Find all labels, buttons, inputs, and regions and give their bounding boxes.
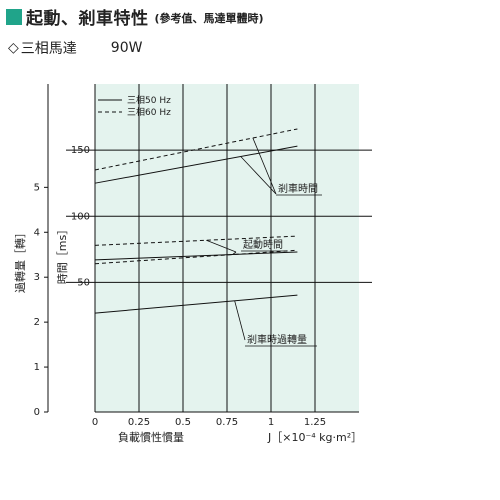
x-tick-label: 1 (268, 417, 274, 428)
annotation-leader (206, 239, 237, 253)
x-axis-unit: J［×10⁻⁴ kg·m²］ (267, 431, 362, 444)
legend-label: 三相60 Hz (127, 106, 171, 118)
annotation-leader (234, 300, 246, 341)
series-line-brake-overrun-60hz (94, 249, 298, 265)
page-title: 起動、剎車特性 (26, 9, 149, 29)
series-line-brake-overrun-50hz (94, 294, 298, 314)
x-axis-title: 負載慣性慣量 (118, 430, 184, 444)
x-tick-label: 0.5 (175, 417, 191, 428)
time-tick-label: 150 (71, 145, 90, 156)
time-tick-label: 100 (71, 211, 90, 222)
series-lines (94, 128, 298, 314)
overrun-tick-label: 4 (34, 227, 40, 238)
x-tick-label: 0.25 (128, 417, 150, 428)
diamond-icon: ◇ (8, 40, 19, 56)
annotation-leader (240, 156, 277, 195)
legend-label: 三相50 Hz (127, 94, 171, 106)
model-label: 三相馬達 (20, 41, 77, 57)
y-axis-time-title: 時間［ms］ (56, 224, 69, 284)
model-row: ◇ 三相馬達 90W (8, 38, 142, 58)
page-subtitle: (參考值、馬達單體時) (154, 12, 264, 25)
annotation-brake-time: 剎車時間 (278, 182, 318, 195)
series-line-start-time-60hz (94, 235, 298, 246)
title-row: 起動、剎車特性 (參考值、馬達單體時) (6, 4, 264, 29)
y-axis-overrun-title: 過轉量［轉］ (14, 227, 27, 293)
annotation-leader (252, 137, 277, 195)
x-tick-label: 1.25 (304, 417, 326, 428)
tick-labels: 0 0.25 0.5 0.75 1 1.25 50 100 150 0 1 2 3 4 5 (34, 145, 327, 428)
overrun-tick-label: 0 (34, 407, 40, 418)
overrun-tick-label: 1 (34, 362, 40, 373)
time-tick-label: 50 (77, 277, 90, 288)
overrun-tick-label: 2 (34, 317, 40, 328)
x-tick-label: 0.75 (216, 417, 238, 428)
overrun-tick-label: 5 (34, 182, 40, 193)
axes (44, 84, 359, 413)
annotation-brake-overrun: 剎車時過轉量 (247, 333, 307, 346)
x-tick-label: 0 (92, 417, 98, 428)
model-power: 90W (110, 40, 143, 56)
overrun-tick-label: 3 (34, 272, 40, 283)
series-line-brake-time-50hz (94, 145, 298, 184)
series-line-start-time-50hz (94, 251, 298, 261)
annotation-start-time: 起動時間 (243, 238, 283, 251)
grid-lines (66, 84, 372, 412)
title-accent-square (6, 8, 22, 25)
annotation-leader (232, 251, 237, 255)
